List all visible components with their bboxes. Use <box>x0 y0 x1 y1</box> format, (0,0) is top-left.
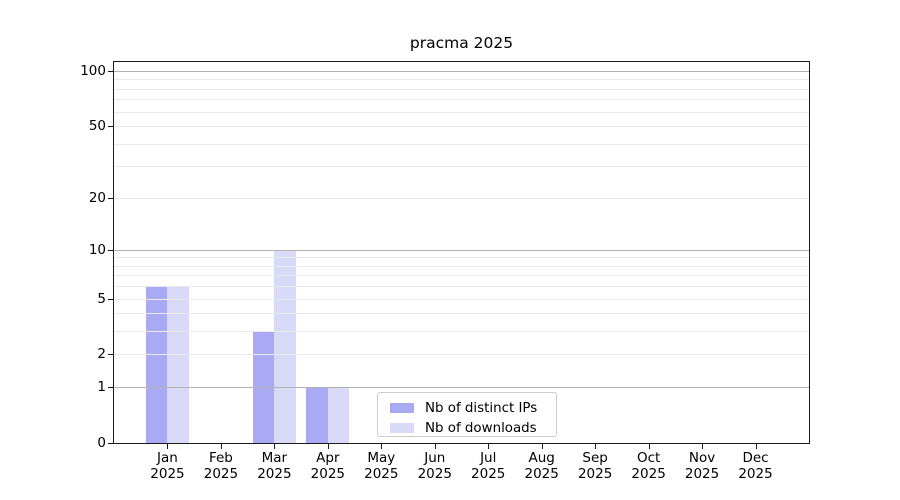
bar-nb-of-downloads-jan <box>167 286 189 443</box>
x-tick-sep <box>595 444 597 449</box>
x-tick-month: Jun <box>424 450 446 466</box>
minor-gridline-9 <box>114 257 809 259</box>
y-tick-5 <box>108 298 113 300</box>
y-tick-1 <box>108 387 113 389</box>
x-tick-aug <box>541 444 543 449</box>
minor-gridline-7 <box>114 275 809 277</box>
x-tick-apr <box>327 444 329 449</box>
x-tick-month: May <box>367 450 396 466</box>
x-tick-year: 2025 <box>684 465 720 482</box>
x-tick-feb <box>220 444 222 449</box>
x-tick-label-feb: Feb 2025 <box>191 450 251 482</box>
x-tick-year: 2025 <box>364 465 399 482</box>
x-tick-jun <box>434 444 436 449</box>
x-tick-month: Mar <box>261 450 288 466</box>
x-tick-dec <box>755 444 757 449</box>
x-tick-month: Jul <box>480 450 497 466</box>
x-tick-year: 2025 <box>738 465 773 482</box>
x-tick-label-oct: Oct 2025 <box>619 450 679 482</box>
x-tick-label-may: May 2025 <box>351 450 411 482</box>
major-gridline-100 <box>114 71 809 72</box>
minor-gridline-3 <box>114 331 809 333</box>
y-tick-label-100: 100 <box>80 63 106 79</box>
chart-title: pracma 2025 <box>409 34 514 52</box>
minor-gridline-5 <box>114 298 809 300</box>
minor-gridline-90 <box>114 79 809 81</box>
x-tick-label-nov: Nov 2025 <box>672 450 732 482</box>
x-tick-label-dec: Dec 2025 <box>726 450 786 482</box>
x-tick-label-sep: Sep 2025 <box>565 450 625 482</box>
x-tick-month: Aug <box>528 450 555 466</box>
minor-gridline-6 <box>114 286 809 288</box>
minor-gridline-60 <box>114 111 809 113</box>
y-tick-50 <box>108 126 113 128</box>
x-tick-month: Jan <box>157 450 178 466</box>
y-tick-label-10: 10 <box>88 241 106 258</box>
x-tick-year: 2025 <box>150 465 185 482</box>
legend-label-distinct-ips: Nb of distinct IPs <box>425 400 538 416</box>
x-tick-jul <box>488 444 490 449</box>
legend-item-downloads: Nb of downloads <box>378 418 556 438</box>
minor-gridline-40 <box>114 143 809 145</box>
x-tick-oct <box>648 444 650 449</box>
minor-gridline-70 <box>114 99 809 101</box>
x-tick-year: 2025 <box>257 465 292 482</box>
x-tick-month: Feb <box>208 450 233 466</box>
y-tick-label-0: 0 <box>97 435 106 451</box>
minor-gridline-20 <box>114 197 809 199</box>
x-tick-mar <box>274 444 276 449</box>
x-tick-month: Apr <box>316 450 340 466</box>
x-tick-year: 2025 <box>417 465 452 482</box>
minor-gridline-4 <box>114 313 809 315</box>
plot-area <box>113 61 810 444</box>
x-tick-month: Dec <box>742 450 769 466</box>
major-gridline-1 <box>114 387 809 389</box>
x-tick-month: Nov <box>688 450 716 466</box>
y-tick-10 <box>108 249 113 251</box>
x-tick-year: 2025 <box>203 465 239 482</box>
bar-nb-of-distinct-ips-jan <box>145 286 168 443</box>
x-tick-year: 2025 <box>524 465 559 482</box>
x-tick-label-jul: Jul 2025 <box>458 450 518 482</box>
minor-gridline-8 <box>114 265 809 267</box>
legend-label-downloads: Nb of downloads <box>425 420 537 436</box>
x-tick-year: 2025 <box>577 465 613 482</box>
x-tick-year: 2025 <box>631 465 666 482</box>
major-gridline-10 <box>114 249 809 251</box>
y-tick-label-2: 2 <box>97 346 106 363</box>
legend-item-distinct-ips: Nb of distinct IPs <box>378 398 556 418</box>
x-tick-year: 2025 <box>471 465 506 482</box>
x-tick-year: 2025 <box>310 465 346 482</box>
y-tick-2 <box>108 354 113 356</box>
y-tick-label-20: 20 <box>88 189 106 206</box>
bar-nb-of-downloads-mar <box>274 249 296 443</box>
y-tick-0 <box>108 443 113 444</box>
x-tick-label-jun: Jun 2025 <box>405 450 465 482</box>
y-tick-label-50: 50 <box>88 118 106 135</box>
x-tick-label-mar: Mar 2025 <box>244 450 304 482</box>
x-tick-month: Oct <box>636 450 661 466</box>
minor-gridline-80 <box>114 88 809 90</box>
y-tick-100 <box>108 71 113 72</box>
x-tick-month: Sep <box>582 450 608 466</box>
y-tick-20 <box>108 197 113 199</box>
minor-gridline-2 <box>114 354 809 356</box>
legend: Nb of distinct IPs Nb of downloads <box>377 392 557 437</box>
x-tick-label-aug: Aug 2025 <box>512 450 572 482</box>
x-tick-may <box>381 444 383 449</box>
minor-gridline-50 <box>114 126 809 128</box>
minor-gridline-30 <box>114 166 809 168</box>
bar-nb-of-downloads-apr <box>327 387 350 443</box>
x-tick-label-apr: Apr 2025 <box>298 450 358 482</box>
legend-swatch-downloads <box>390 423 414 433</box>
y-tick-label-1: 1 <box>97 379 106 396</box>
y-tick-label-5: 5 <box>97 290 106 307</box>
x-tick-nov <box>702 444 704 449</box>
x-tick-jan <box>167 444 169 449</box>
legend-swatch-distinct-ips <box>390 403 414 413</box>
bar-nb-of-distinct-ips-apr <box>306 387 328 443</box>
x-tick-label-jan: Jan 2025 <box>137 450 197 482</box>
